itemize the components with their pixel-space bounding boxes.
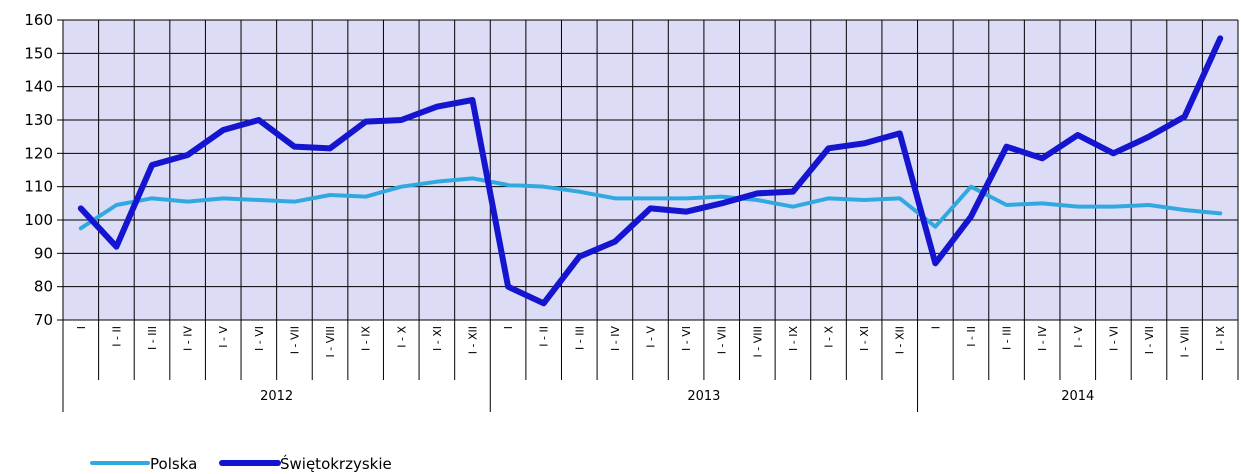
year-label: 2012 <box>260 389 293 404</box>
x-tick-label: I <box>502 326 515 329</box>
vertical-gridlines <box>62 20 1239 320</box>
x-tick-label: I <box>75 326 88 329</box>
y-tick-label: 90 <box>34 244 53 262</box>
x-tick-label: I - XI <box>858 326 871 351</box>
x-tick-label: I - VI <box>1107 326 1120 351</box>
y-tick-label: 100 <box>24 211 53 229</box>
x-tick-label: I - III <box>1001 326 1014 350</box>
x-tick-label: I - IV <box>609 326 622 351</box>
x-tick-label: I - V <box>645 326 658 348</box>
x-tick-label: I - II <box>110 326 123 347</box>
x-tick-label: I - IX <box>787 326 800 351</box>
x-tick-label: I - XI <box>431 326 444 351</box>
year-label: 2013 <box>687 389 720 404</box>
x-tick-label: I - V <box>217 326 230 348</box>
x-tick-label: I - VII <box>288 326 301 354</box>
horizontal-gridlines <box>57 19 1238 321</box>
x-tick-label: I - VI <box>253 326 266 351</box>
x-tick-label: I - II <box>538 326 551 347</box>
x-tick-label: I - VIII <box>751 326 764 357</box>
legend: Polska Świętokrzyskie <box>90 454 392 473</box>
x-tick-label: I - III <box>573 326 586 350</box>
series-line-polska <box>78 176 1223 231</box>
x-tick-label: I <box>929 326 942 329</box>
x-tick-label: I - IV <box>182 326 195 351</box>
x-tick-label: I - X <box>395 326 408 348</box>
x-tick-label: I - X <box>823 326 836 348</box>
x-tick-label: I - VII <box>1143 326 1156 354</box>
y-tick-label: 80 <box>34 278 53 296</box>
y-tick-label: 130 <box>24 111 53 129</box>
y-tick-label: 150 <box>24 44 53 62</box>
x-tick-label: I - VIII <box>1179 326 1192 357</box>
x-tick-label: I - VIII <box>324 326 337 357</box>
x-tick-label: I - IX <box>1214 326 1227 351</box>
legend-label: Polska <box>150 455 197 473</box>
y-tick-label: 160 <box>24 11 53 29</box>
series-line-swietokrzyskie <box>77 35 1224 307</box>
series-lines <box>77 35 1224 307</box>
y-tick-label: 110 <box>24 178 53 196</box>
y-tick-label: 70 <box>34 311 53 329</box>
x-tick-label: I - IV <box>1036 326 1049 351</box>
x-tick-label: I - XII <box>466 326 479 354</box>
plot-area <box>63 20 1238 320</box>
x-tick-label: I - VI <box>680 326 693 351</box>
x-tick-label: I - V <box>1072 326 1085 348</box>
y-tick-label: 120 <box>24 144 53 162</box>
y-tick-label: 140 <box>24 78 53 96</box>
x-tick-label: I - II <box>965 326 978 347</box>
x-tick-label: I - VII <box>716 326 729 354</box>
x-tick-label: I - III <box>146 326 159 350</box>
x-tick-label: I - IX <box>360 326 373 351</box>
year-label: 2014 <box>1061 389 1094 404</box>
y-axis-tick-labels: 70 80 90 100 110 120 130 140 150 160 <box>24 11 53 329</box>
legend-label: Świętokrzyskie <box>280 454 392 473</box>
x-tick-label: I - XII <box>894 326 907 354</box>
